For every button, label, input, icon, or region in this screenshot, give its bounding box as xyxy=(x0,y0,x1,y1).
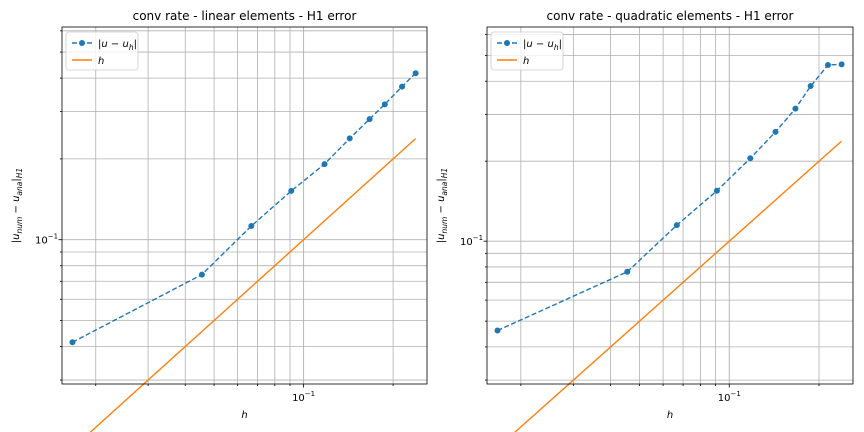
data-point xyxy=(792,105,799,112)
y-axis-label: |unum − uana|H1 xyxy=(436,168,449,243)
legend-marker-1 xyxy=(79,40,85,46)
x-axis-label: h xyxy=(667,410,673,421)
data-point xyxy=(198,271,205,278)
chart-panel-2: 10−1 10−1 conv rate - quadratic elements -… xyxy=(436,9,854,432)
series-line-1 xyxy=(72,72,417,343)
data-point xyxy=(346,135,353,142)
y-tick-label: 10−1 xyxy=(460,234,483,248)
axes-frame xyxy=(486,26,854,385)
data-point xyxy=(747,155,754,162)
data-point xyxy=(494,327,501,334)
x-tick-label: 10−1 xyxy=(292,390,315,404)
data-point xyxy=(673,222,680,229)
legend: |u − uh| h xyxy=(490,31,564,71)
series-line-1 xyxy=(497,63,842,332)
legend-label-1: |u − uh| xyxy=(523,39,562,52)
data-point xyxy=(399,83,406,90)
chart-title: conv rate - quadratic elements - H1 erro… xyxy=(547,9,794,23)
y-tick-label: 10−1 xyxy=(35,233,58,247)
data-point xyxy=(381,101,388,108)
data-point xyxy=(366,116,373,123)
data-point xyxy=(824,61,831,68)
grid xyxy=(487,27,853,384)
axes-frame xyxy=(61,26,428,385)
series-line-2 xyxy=(514,140,843,432)
data-point xyxy=(807,83,814,90)
legend-label-1: |u − uh| xyxy=(98,39,137,52)
data-point xyxy=(772,128,779,135)
legend-label-2: h xyxy=(523,56,529,67)
chart-title: conv rate - linear elements - H1 error xyxy=(133,9,357,23)
grid xyxy=(62,27,427,384)
data-point xyxy=(713,187,720,194)
legend: |u − uh| h xyxy=(65,31,139,71)
data-point xyxy=(321,161,328,168)
legend-label-2: h xyxy=(98,56,104,67)
data-point xyxy=(248,222,255,229)
y-axis-label: |unum − uana|H1 xyxy=(11,168,24,243)
chart-panel-1: 10−1 10−1 conv rate - linear elements - H1… xyxy=(11,9,428,432)
legend-marker-1 xyxy=(504,40,510,46)
data-point xyxy=(412,70,419,77)
x-axis-label: h xyxy=(241,410,247,421)
series-line-2 xyxy=(89,138,417,432)
data-point xyxy=(624,268,631,275)
x-tick-label: 10−1 xyxy=(718,390,741,404)
data-point xyxy=(288,187,295,194)
data-point xyxy=(838,61,845,68)
data-point xyxy=(69,339,76,346)
